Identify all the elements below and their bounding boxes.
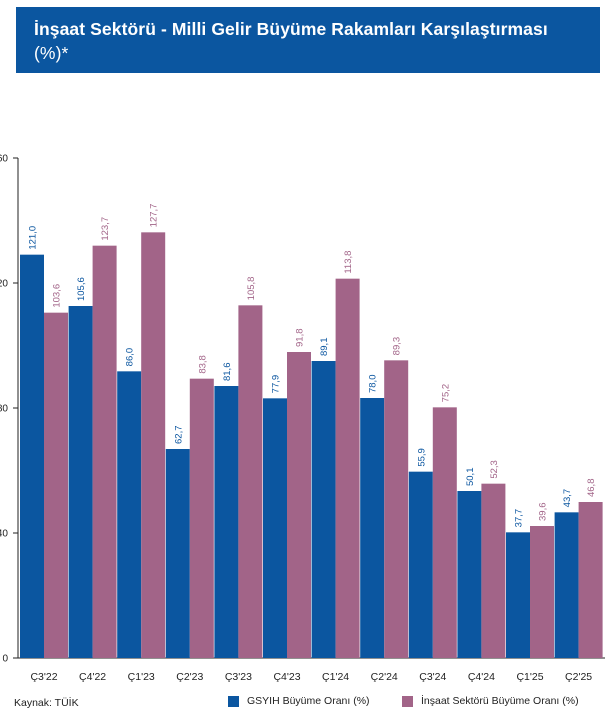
value-label-gsyih: 86,0	[125, 348, 136, 367]
bar-insaat	[189, 378, 214, 658]
bar-chart: 0 40 80 120 160 121,0 103,6 Ç3'22 105,6 123,7 Ç4'2…	[0, 154, 605, 683]
legend-item-insaat: İnşaat Sektörü Büyüme Oranı (%)	[402, 695, 579, 707]
value-label-gsyih: 78,0	[368, 375, 379, 394]
value-label-insaat: 113,8	[343, 251, 354, 274]
value-label-insaat: 83,8	[197, 355, 208, 374]
bar-insaat	[578, 502, 603, 658]
chart-title-box: İnşaat Sektörü - Milli Gelir Büyüme Raka…	[16, 7, 600, 73]
category-label: Ç2'25	[565, 671, 592, 683]
category-label: Ç1'24	[322, 671, 349, 683]
bar-insaat	[238, 305, 263, 658]
category-label: Ç4'23	[273, 671, 300, 683]
value-label-gsyih: 81,6	[222, 363, 233, 382]
value-label-insaat: 46,8	[586, 479, 597, 498]
category-label: Ç2'23	[176, 671, 203, 683]
category-label: Ç3'23	[225, 671, 252, 683]
bar-insaat	[481, 483, 506, 658]
bar-gsyih	[457, 491, 482, 658]
chart-title-unit: (%)*	[34, 43, 69, 63]
chart-title-text: İnşaat Sektörü - Milli Gelir Büyüme Raka…	[34, 19, 548, 39]
y-tick-label: 160	[0, 154, 8, 165]
legend-label-insaat: İnşaat Sektörü Büyüme Oranı (%)	[421, 695, 579, 707]
bar-gsyih	[311, 361, 336, 658]
bar-insaat	[44, 312, 68, 658]
bar-insaat	[530, 526, 554, 658]
bar-gsyih	[68, 306, 93, 658]
bar-gsyih	[263, 398, 287, 658]
value-label-insaat: 52,3	[489, 460, 500, 479]
value-label-insaat: 105,8	[246, 277, 257, 301]
bar-insaat	[141, 232, 166, 659]
value-label-gsyih: 55,9	[416, 448, 427, 467]
bar-insaat	[384, 360, 409, 658]
bar-gsyih	[165, 449, 190, 658]
category-label: Ç4'24	[468, 671, 495, 683]
bar-insaat	[92, 245, 117, 658]
bar-gsyih	[554, 512, 579, 658]
bar-gsyih	[117, 371, 142, 658]
value-label-gsyih: 62,7	[173, 426, 184, 445]
y-tick-label: 120	[0, 279, 8, 290]
value-label-gsyih: 105,6	[76, 277, 87, 301]
bar-gsyih	[506, 532, 530, 658]
value-label-insaat: 75,2	[440, 384, 451, 403]
value-label-gsyih: 37,7	[514, 509, 525, 528]
legend-swatch-gsyih	[228, 695, 239, 707]
source-note: Kaynak: TÜİK	[14, 697, 79, 709]
value-label-gsyih: 89,1	[319, 338, 330, 357]
value-label-gsyih: 77,9	[271, 375, 282, 394]
y-tick-label: 0	[2, 654, 8, 665]
category-label: Ç3'24	[419, 671, 446, 683]
value-label-insaat: 123,7	[100, 217, 111, 241]
value-label-gsyih: 43,7	[562, 489, 573, 508]
y-tick-label: 40	[0, 529, 8, 540]
bar-insaat	[432, 407, 457, 658]
value-label-insaat: 103,6	[52, 284, 63, 308]
y-tick-label: 80	[0, 404, 8, 415]
legend-item-gsyih: GSYIH Büyüme Oranı (%)	[228, 695, 370, 707]
category-label: Ç1'25	[516, 671, 543, 683]
legend-label-gsyih: GSYIH Büyüme Oranı (%)	[247, 695, 370, 707]
category-label: Ç3'22	[30, 671, 57, 683]
value-label-insaat: 89,3	[392, 337, 403, 356]
value-label-insaat: 91,8	[295, 329, 306, 348]
value-label-insaat: 39,6	[538, 503, 549, 522]
bar-gsyih	[360, 398, 385, 658]
bar-gsyih	[20, 254, 44, 658]
category-label: Ç2'24	[371, 671, 398, 683]
legend-swatch-insaat	[402, 695, 413, 707]
bar-insaat	[287, 352, 311, 658]
category-label: Ç4'22	[79, 671, 106, 683]
value-label-gsyih: 50,1	[465, 468, 476, 487]
bar-insaat	[335, 278, 360, 658]
bar-gsyih	[214, 386, 239, 658]
category-label: Ç1'23	[128, 671, 155, 683]
value-label-gsyih: 121,0	[28, 226, 39, 250]
chart-title: İnşaat Sektörü - Milli Gelir Büyüme Raka…	[34, 17, 582, 65]
value-label-insaat: 127,7	[149, 204, 160, 228]
bar-gsyih	[408, 471, 433, 658]
